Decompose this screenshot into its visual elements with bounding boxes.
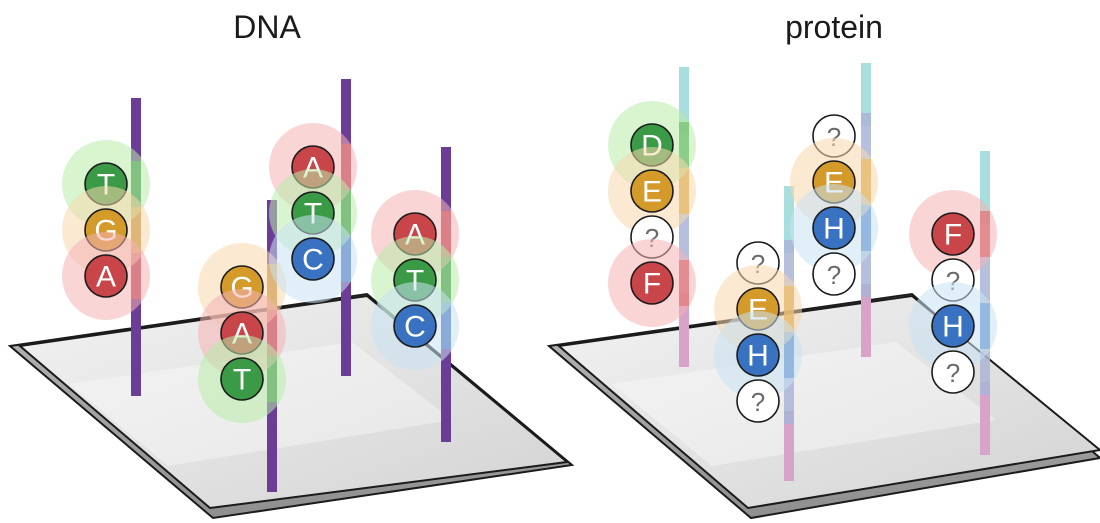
protein-probe-column-3: ?EH? [790,63,878,357]
protein-arrays: DE?F?EH??EH?F?H? [608,63,997,481]
protein-bead-H: H [790,184,878,272]
protein-panel-title: protein [785,9,883,45]
protein-plate [546,292,1100,520]
protein-bead-F: F [608,239,696,327]
protein-bead-unknown: ? [736,379,780,423]
protein-bead-label: H [942,311,964,344]
protein-probe-column-2: ?EH? [714,186,802,481]
dna-bead-C: C [269,215,357,303]
protein-bead-unknown: ? [812,252,856,296]
dna-panel-title: DNA [233,9,301,45]
protein-bead-label: E [642,176,662,209]
protein-bead-H: H [909,282,997,370]
protein-bead-label: F [944,219,962,252]
protein-bead-unknown: ? [931,350,975,394]
protein-probe-column-4: F?H? [909,151,997,455]
protein-bead-H: H [714,311,802,399]
dna-bead-label: T [233,364,251,397]
dna-bead-A: A [62,232,150,320]
protein-bead-E: E [608,147,696,235]
dna-bead-label: C [302,244,324,277]
dna-probe-column-3: ATC [269,79,357,376]
protein-bead-label: ? [946,358,960,388]
dna-plate [7,292,575,520]
dna-probe-column-4: ATC [371,147,459,442]
protein-probe-column-1: DE?F [608,67,696,367]
dna-bead-T: T [198,335,286,423]
protein-bead-F: F [909,190,997,278]
dna-bead-C: C [371,282,459,370]
protein-bead-label: F [643,268,661,301]
protein-bead-label: ? [827,260,841,290]
dna-bead-label: A [96,261,116,294]
protein-bead-label: ? [751,387,765,417]
protein-bead-label: H [823,213,845,246]
dna-probe-column-1: TGA [62,98,150,396]
protein-bead-label: H [747,340,769,373]
dna-probe-column-2: GAT [198,200,286,492]
dna-bead-label: C [404,311,426,344]
